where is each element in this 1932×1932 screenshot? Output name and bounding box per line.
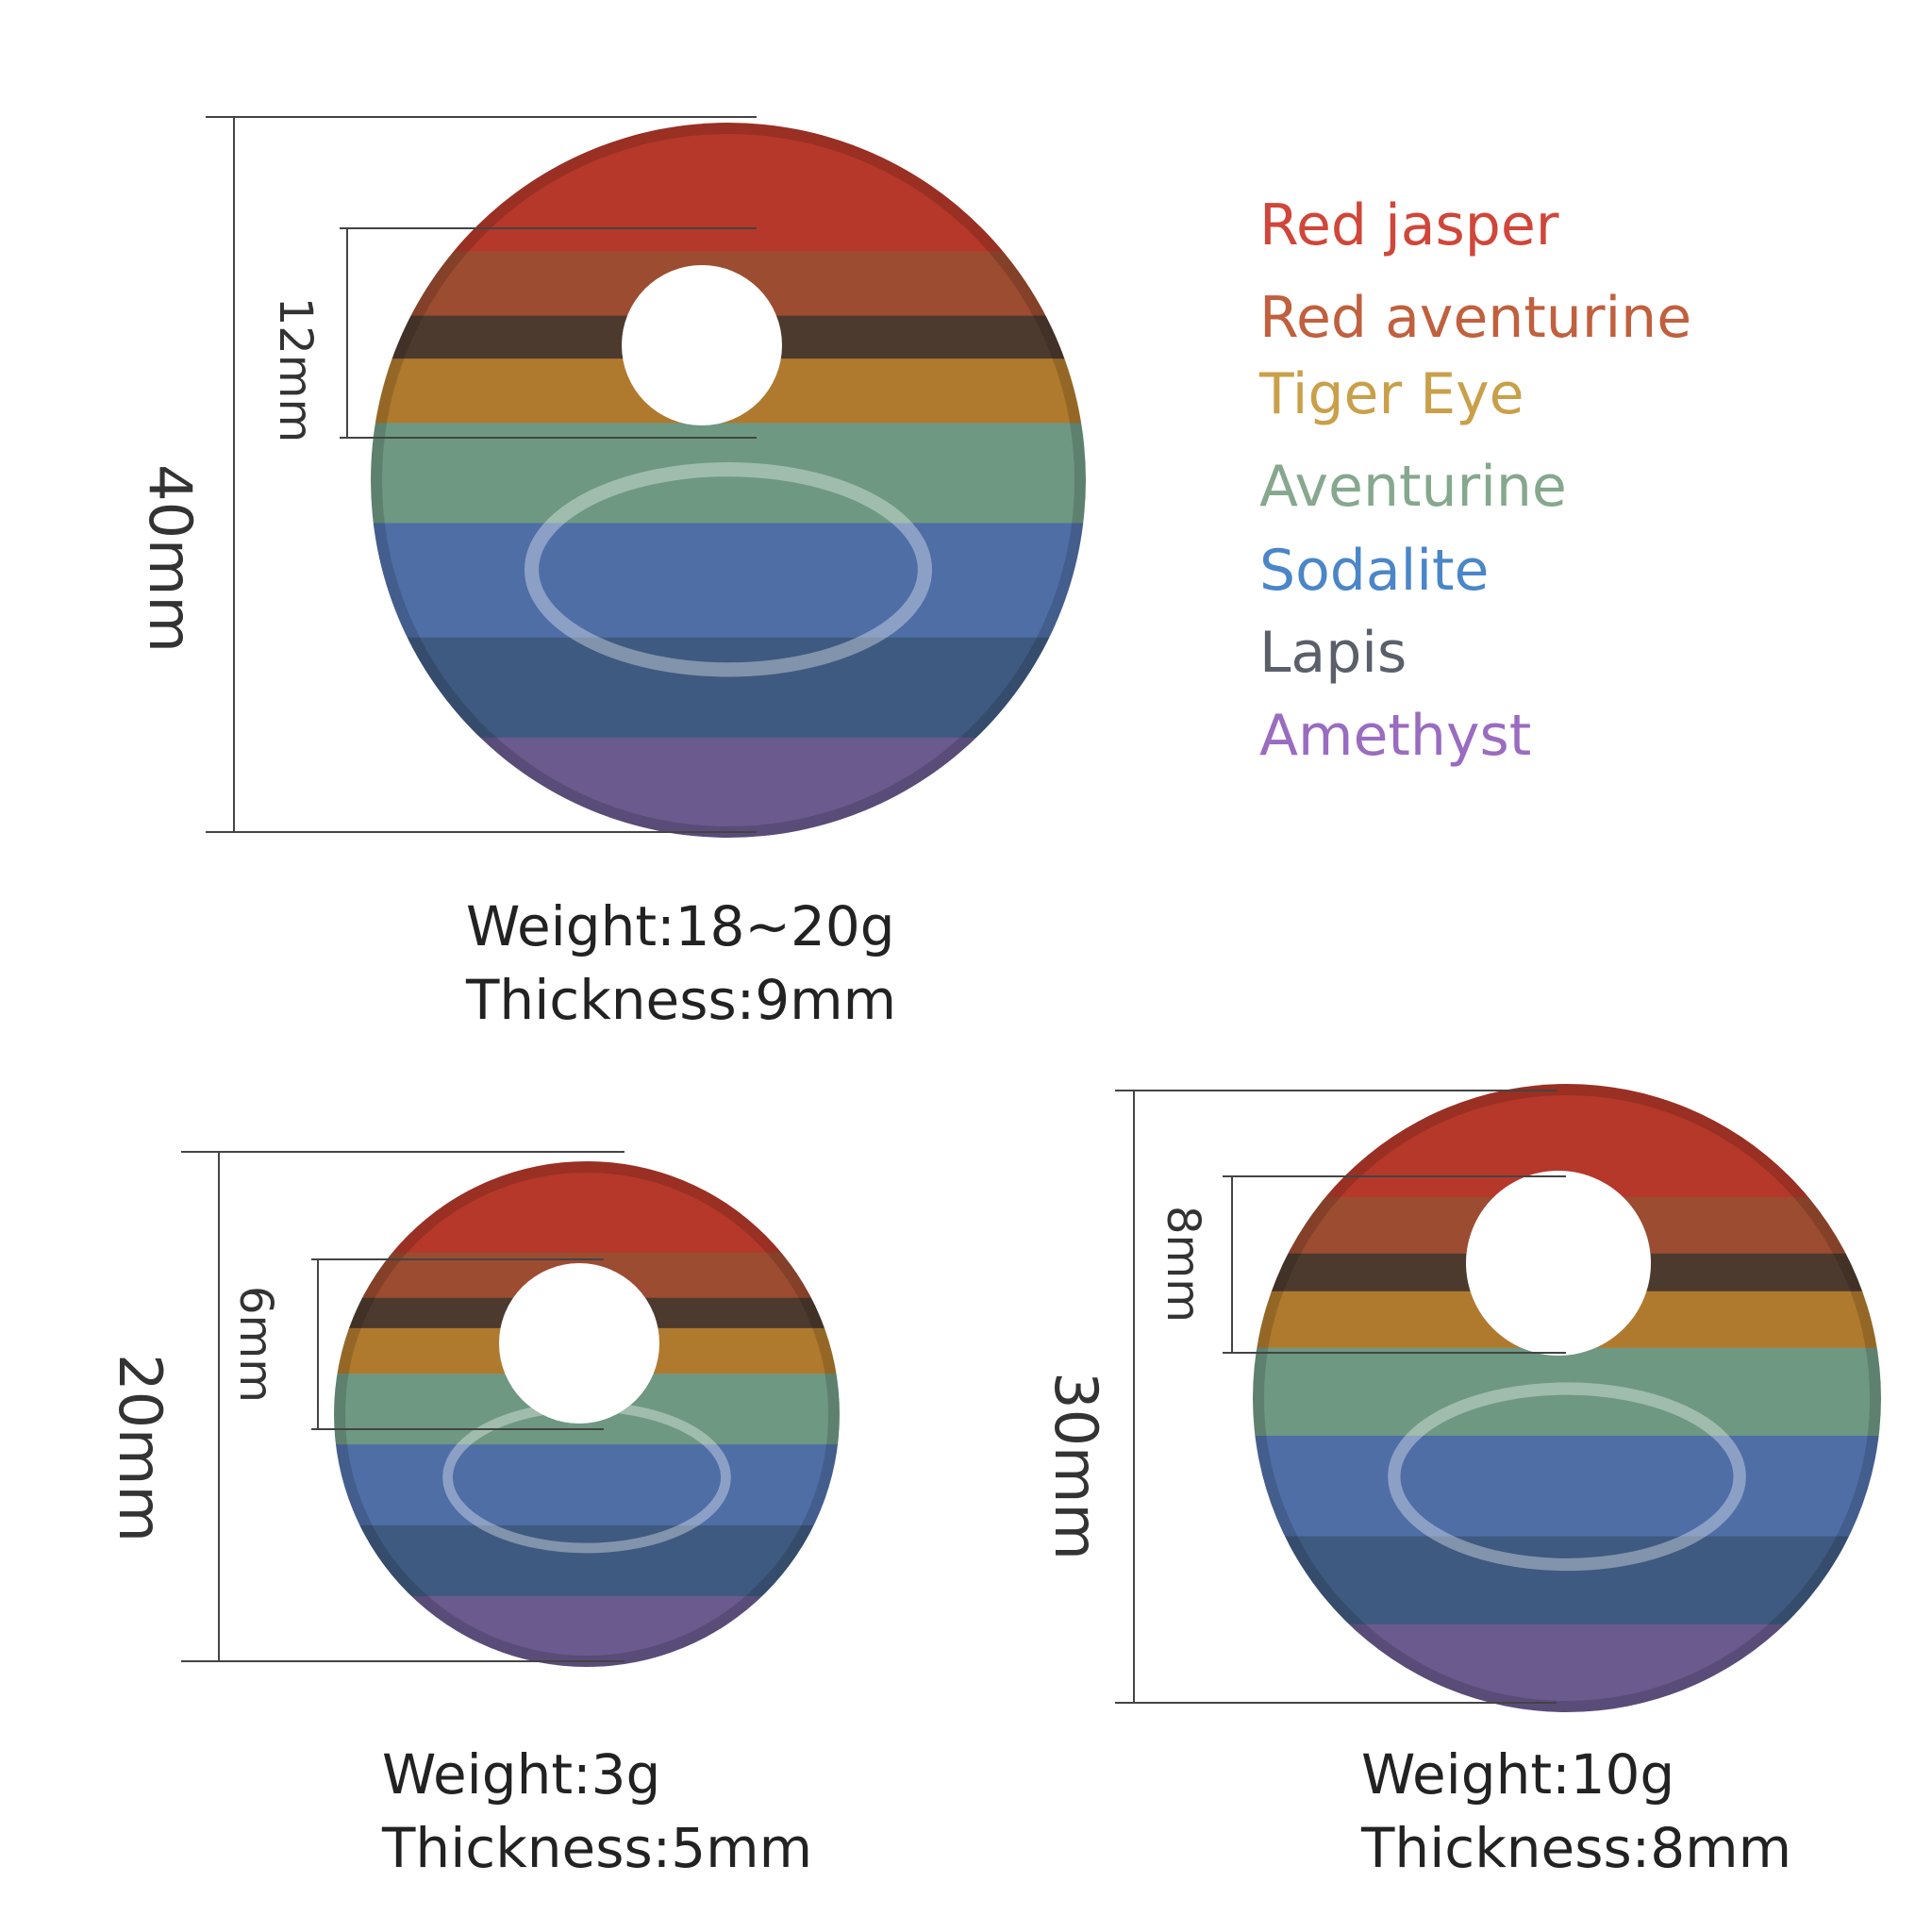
weight-label: Weight:10g <box>1361 1742 1674 1807</box>
stone-band <box>371 737 1086 839</box>
stone <box>371 123 1086 839</box>
thickness-label: Thickness:9mm <box>465 968 896 1032</box>
stone-band <box>371 637 1086 739</box>
stone-band <box>1253 1253 1881 1292</box>
shade <box>1253 1084 1881 1712</box>
diameter-label: 20mm <box>106 1354 175 1542</box>
legend-item: Red aventurine <box>1259 285 1691 351</box>
hole-label: 8mm <box>1157 1206 1209 1323</box>
stone-band <box>334 1524 840 1597</box>
stone-band <box>371 251 1086 317</box>
stone-band <box>1253 1291 1881 1349</box>
highlight <box>1388 1382 1746 1572</box>
stone-band <box>334 1161 840 1254</box>
stone-band <box>1253 1084 1881 1198</box>
pendant: 30mm 8mm Weight:10g Thickness:8mm <box>1041 1084 1881 1880</box>
stone-band <box>334 1374 840 1446</box>
stone-band <box>371 523 1086 639</box>
legend-item: Amethyst <box>1259 703 1531 769</box>
thickness-label: Thickness:5mm <box>381 1816 812 1880</box>
stone-band <box>371 123 1086 253</box>
legend-item: Sodalite <box>1259 538 1489 604</box>
thickness-label: Thickness:8mm <box>1360 1816 1791 1880</box>
stone-band <box>334 1444 840 1526</box>
legend-item: Lapis <box>1259 620 1407 686</box>
stone-band <box>1253 1624 1881 1713</box>
highlight <box>442 1401 731 1554</box>
stone-band <box>334 1297 840 1329</box>
stone-band <box>1253 1347 1881 1437</box>
stone-band <box>334 1327 840 1375</box>
pendant: 20mm 6mm Weight:3g Thickness:5mm <box>106 1151 840 1880</box>
legend-item: Tiger Eye <box>1258 361 1524 427</box>
diameter-label: 30mm <box>1041 1372 1110 1560</box>
weight-label: Weight:3g <box>382 1742 660 1807</box>
stone-band <box>1253 1196 1881 1255</box>
legend-item: Red jasper <box>1259 192 1559 258</box>
stone-band <box>1253 1435 1881 1538</box>
stone-band <box>371 423 1086 525</box>
weight-label: Weight:18~20g <box>466 894 895 958</box>
stone <box>334 1161 840 1668</box>
stone <box>1253 1084 1881 1713</box>
highlight <box>524 462 933 677</box>
legend-item: Aventurine <box>1259 454 1567 520</box>
pendant: 40mm 12mm Weight:18~20g Thickness:9mm <box>136 116 1086 1032</box>
diameter-label: 40mm <box>136 464 205 653</box>
stone-band <box>371 315 1086 360</box>
stone-band <box>1253 1536 1881 1625</box>
stone-band <box>334 1595 840 1668</box>
hole-label: 6mm <box>229 1286 282 1403</box>
hole-label: 12mm <box>269 297 322 443</box>
stone-band <box>371 358 1086 425</box>
